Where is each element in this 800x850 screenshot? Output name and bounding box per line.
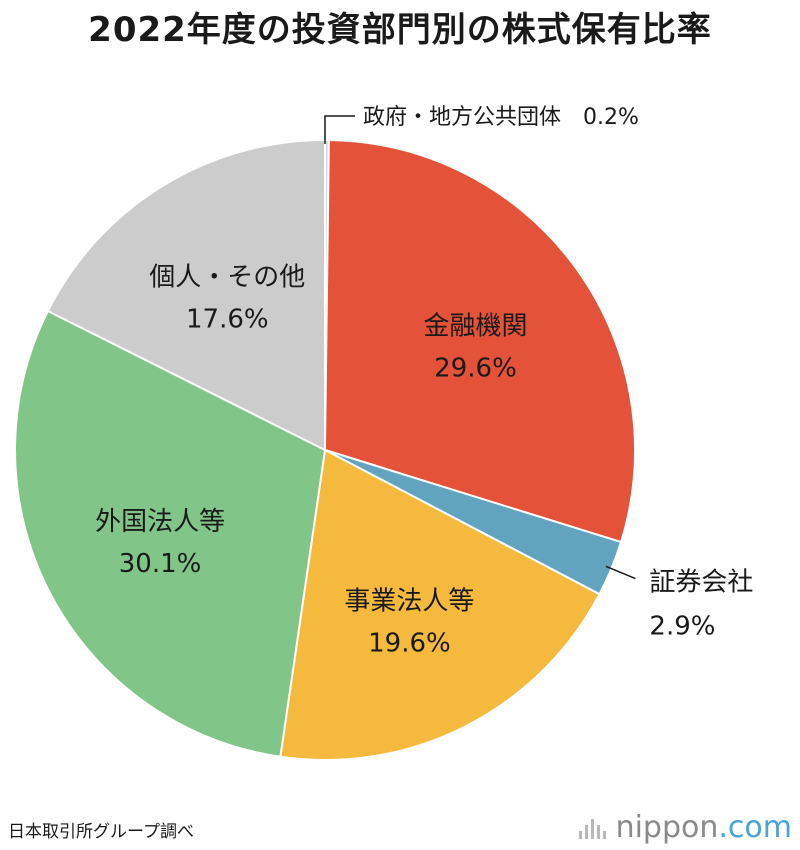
slice-label-government: 政府・地方公共団体 0.2% xyxy=(363,105,639,130)
slice-value-foreign-corporations: 30.1% xyxy=(119,549,202,579)
brand-logo: nippon.com xyxy=(578,810,792,845)
pie-slice-financial-institutions xyxy=(323,139,636,544)
nippon-bars-icon xyxy=(578,817,606,839)
slice-label-business-corporations: 事業法人等 xyxy=(344,587,474,617)
slice-value-business-corporations: 19.6% xyxy=(368,629,451,659)
pie-slice-individuals-others xyxy=(46,138,326,452)
slice-label-securities-companies: 証券会社 xyxy=(649,568,753,598)
pie-slices xyxy=(14,138,636,761)
slice-value-individuals-others: 17.6% xyxy=(186,305,269,335)
chart-title: 2022年度の投資部門別の株式保有比率 xyxy=(88,10,712,50)
slice-value-securities-companies: 2.9% xyxy=(649,612,715,642)
slice-label-financial-institutions: 金融機関 xyxy=(423,312,527,342)
brand-name: nippon xyxy=(615,810,719,845)
source-note: 日本取引所グループ調べ xyxy=(8,822,194,842)
brand-suffix: .com xyxy=(718,810,792,845)
slice-label-individuals-others: 個人・その他 xyxy=(149,263,305,293)
pie-slice-business-corporations xyxy=(279,448,601,761)
slice-label-foreign-corporations: 外国法人等 xyxy=(95,507,225,537)
pie-labels: 政府・地方公共団体 0.2% 金融機関 29.6% 証券会社 2.9% 事業法人等 19.6… xyxy=(95,105,753,659)
pie-slice-foreign-corporations xyxy=(14,309,327,758)
leader-line-securities-companies xyxy=(605,565,636,580)
slice-value-financial-institutions: 29.6% xyxy=(434,354,517,384)
leader-line-government xyxy=(324,115,355,144)
